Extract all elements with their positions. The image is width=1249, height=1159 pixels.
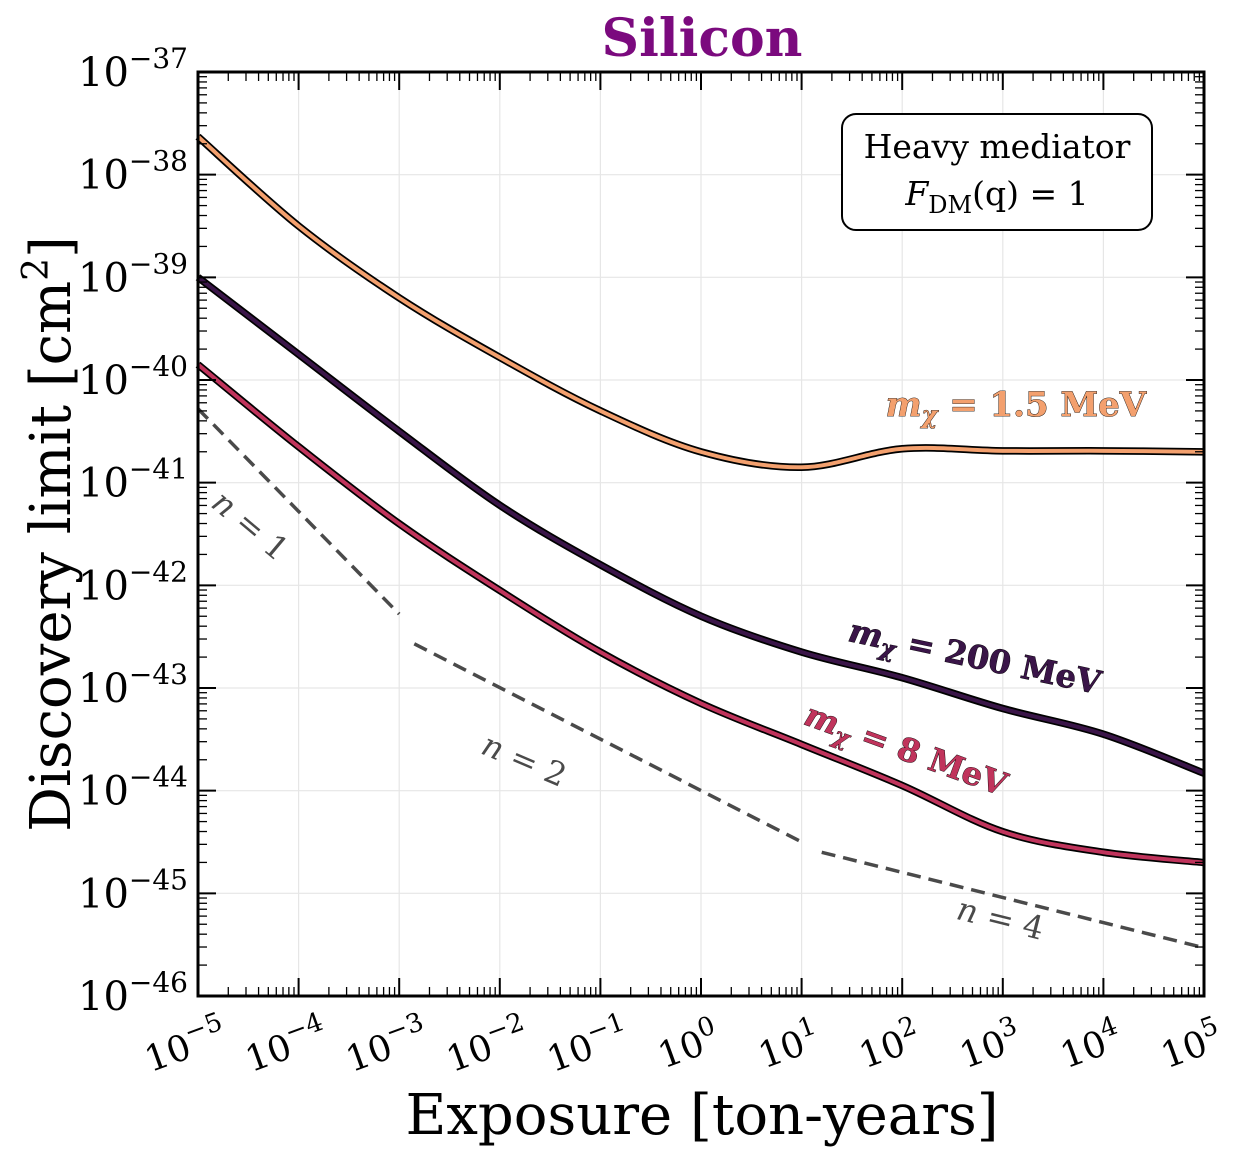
legend-line-1: Heavy mediator <box>864 127 1131 166</box>
x-axis-label: Exposure [ton-years] <box>405 1083 998 1148</box>
chart-title: Silicon <box>602 8 803 69</box>
ref-label-n4: n = 4 <box>953 889 1048 947</box>
reference-line-0 <box>196 407 401 616</box>
legend-dm-sub: DM <box>928 191 972 219</box>
series-label-200-mev: mχ = 200 MeV <box>844 611 1105 707</box>
x-tick-label: 101 <box>751 1011 826 1077</box>
y-axis-label-sup: 2 <box>16 258 57 281</box>
y-tick-label: 10−40 <box>78 350 188 404</box>
y-axis-label-main: Discovery limit [cm <box>19 281 84 832</box>
legend-line-2: FDM(q) = 1 <box>904 174 1088 219</box>
x-tick-label: 10−1 <box>540 1007 635 1081</box>
series-line-2 <box>196 363 1205 865</box>
x-tick-label: 103 <box>952 1011 1027 1077</box>
x-tick-label: 10−3 <box>338 1007 433 1081</box>
reference-line-1 <box>413 642 803 844</box>
series-line-1 <box>196 275 1205 776</box>
x-tick-label: 10−5 <box>137 1007 232 1081</box>
y-axis-label: Discovery limit [cm2] <box>16 236 84 832</box>
x-tick-label: 102 <box>852 1011 927 1077</box>
y-tick-label: 10−44 <box>78 761 188 815</box>
y-tick-label: 10−42 <box>78 555 188 609</box>
legend-f: F <box>904 174 929 213</box>
x-tick-label: 105 <box>1153 1011 1228 1077</box>
y-axis-label-close: ] <box>19 236 84 258</box>
y-tick-label: 10−37 <box>78 42 188 96</box>
curves <box>195 133 1206 950</box>
y-tick-label: 10−46 <box>78 966 188 1020</box>
y-tick-label: 10−45 <box>78 863 188 917</box>
ref-label-n2: n = 2 <box>476 725 572 794</box>
series-labels: mχ = 1.5 MeV mχ = 200 MeV mχ = 8 MeV n =… <box>204 385 1147 948</box>
y-tick-label: 10−38 <box>78 145 188 199</box>
plot-frame <box>196 70 1206 998</box>
legend-rest: (q) = 1 <box>972 174 1089 213</box>
legend-box: Heavy mediator FDM(q) = 1 <box>841 113 1153 231</box>
y-tick-labels: 10−37 10−38 10−39 10−40 10−41 10−42 10−43 10−44… <box>78 42 188 1020</box>
y-tick-label: 10−41 <box>78 453 188 507</box>
legend-frame <box>841 113 1153 231</box>
series-line-0 <box>196 135 1205 470</box>
series-label-1-5-mev: mχ = 1.5 MeV <box>886 385 1147 429</box>
x-tick-label: 10−2 <box>439 1007 534 1081</box>
x-tick-labels: 10−5 10−4 10−3 10−2 10−1 100 101 102 103 104 105 <box>137 1007 1228 1081</box>
x-tick-label: 100 <box>650 1011 725 1077</box>
y-tick-label: 10−39 <box>78 247 188 301</box>
x-tick-label: 10−4 <box>238 1007 333 1081</box>
x-tick-label: 104 <box>1053 1011 1128 1077</box>
y-tick-label: 10−43 <box>78 658 188 712</box>
